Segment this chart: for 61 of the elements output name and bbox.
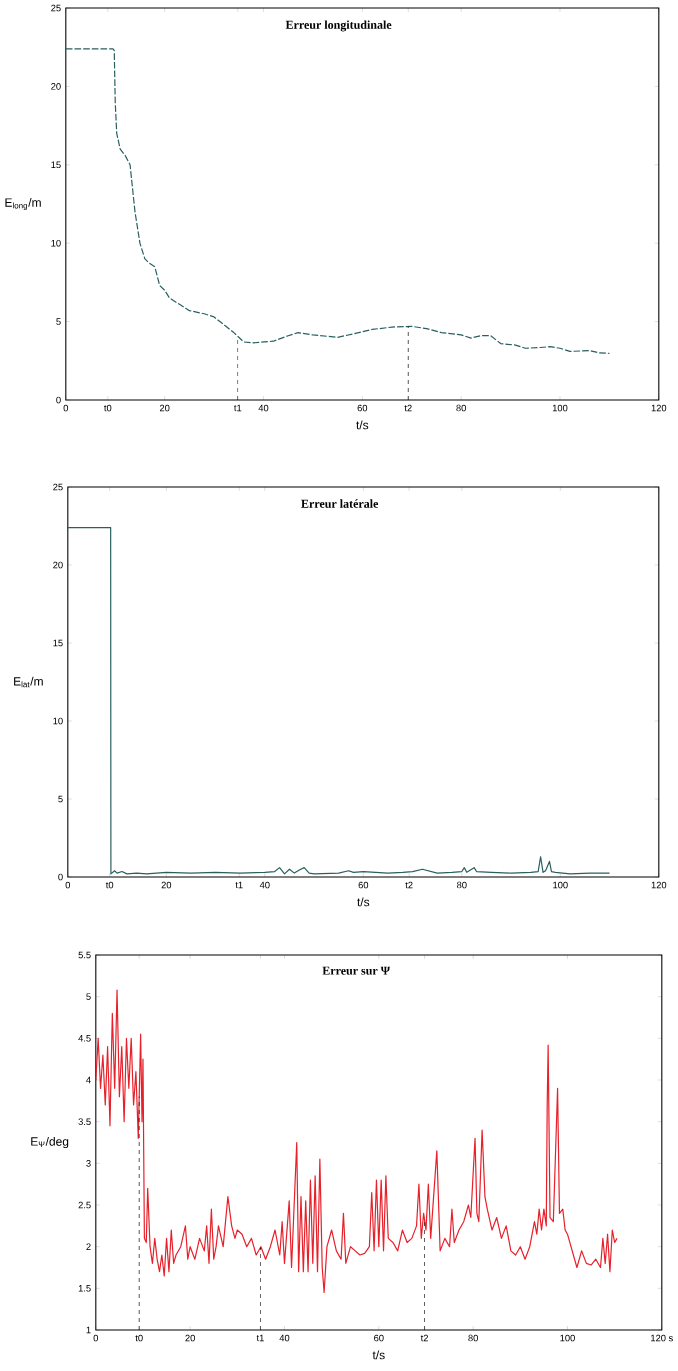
- y-tick-label: 20: [51, 83, 61, 90]
- y-tick-label: 2: [86, 1243, 91, 1250]
- x-tick-label: 100: [553, 404, 568, 412]
- x-axis-title: t/s: [357, 897, 370, 907]
- x-tick-label: t2: [420, 1334, 429, 1342]
- y-tick-label: 15: [51, 161, 61, 169]
- y-tick-label: 0: [58, 873, 63, 881]
- x-tick-label: 40: [279, 1334, 290, 1342]
- y-tick-label: 1.5: [79, 1285, 91, 1292]
- x-tick-label: 0: [65, 881, 71, 889]
- y-tick-label: 10: [53, 717, 63, 725]
- text: Erreur longitudinale: [285, 20, 392, 32]
- text: Erreur sur Ψ: [322, 966, 391, 975]
- y-tick-label: 25: [53, 483, 63, 491]
- text: Erreur latérale: [301, 499, 379, 508]
- y-tick-label: 5: [58, 795, 63, 803]
- x-tick-label: t1: [235, 881, 243, 889]
- x-tick-label: 60: [374, 1334, 384, 1342]
- y-tick-label: 5.5: [78, 951, 91, 959]
- y-axis-title: E$_{lat}$/m: [14, 676, 43, 688]
- x-tick-label: 40: [258, 404, 269, 412]
- y-tick-label: 3: [86, 1160, 91, 1167]
- x-tick-label: t0: [106, 881, 114, 889]
- x-tick-label: t1: [256, 1334, 265, 1342]
- x-tick-label: 20: [185, 1334, 196, 1342]
- y-tick-label: 20: [53, 561, 63, 569]
- x-tick-label: t2: [404, 404, 412, 412]
- x-tick-label: 120: [651, 404, 667, 412]
- y-tick-label: 15: [53, 639, 63, 647]
- x-tick-label: 80: [468, 1334, 479, 1342]
- x-tick-label: 120 s: [651, 1334, 674, 1342]
- y-tick-label: 5: [86, 993, 91, 1000]
- x-axis-title: t/s: [372, 1350, 385, 1360]
- y-tick-label: 25: [51, 4, 61, 12]
- x-tick-label: 40: [259, 881, 270, 889]
- x-tick-label: 80: [457, 881, 467, 889]
- y-tick-label: 10: [51, 239, 61, 247]
- y-axis-title: E$_{long}$/m: [5, 198, 41, 211]
- x-tick-label: 20: [161, 881, 172, 889]
- y-tick-label: 1: [86, 1326, 91, 1334]
- y-tick-label: 4: [86, 1076, 91, 1084]
- x-axis-title: t/s: [356, 420, 369, 430]
- x-tick-label: t2: [405, 881, 413, 889]
- x-tick-label: 0: [93, 1334, 99, 1342]
- x-tick-label: 20: [160, 404, 170, 412]
- x-tick-label: 60: [358, 881, 369, 889]
- y-tick-label: 5: [56, 318, 61, 325]
- x-tick-label: t0: [104, 404, 112, 412]
- x-tick-label: t0: [135, 1334, 143, 1342]
- y-tick-label: 2.5: [78, 1201, 91, 1209]
- x-tick-label: 60: [357, 404, 368, 412]
- y-axis-title: E$_{Ψ}$/deg: [31, 1136, 69, 1149]
- x-tick-label: 120: [651, 881, 667, 889]
- x-tick-label: 100: [560, 1334, 576, 1342]
- x-tick-label: t1: [234, 404, 242, 412]
- x-tick-label: 100: [553, 881, 568, 889]
- x-tick-label: 80: [456, 404, 467, 412]
- y-tick-label: 3.5: [78, 1118, 91, 1125]
- x-tick-label: 0: [63, 404, 69, 412]
- y-tick-label: 0: [56, 396, 61, 404]
- y-tick-label: 4.5: [78, 1035, 91, 1042]
